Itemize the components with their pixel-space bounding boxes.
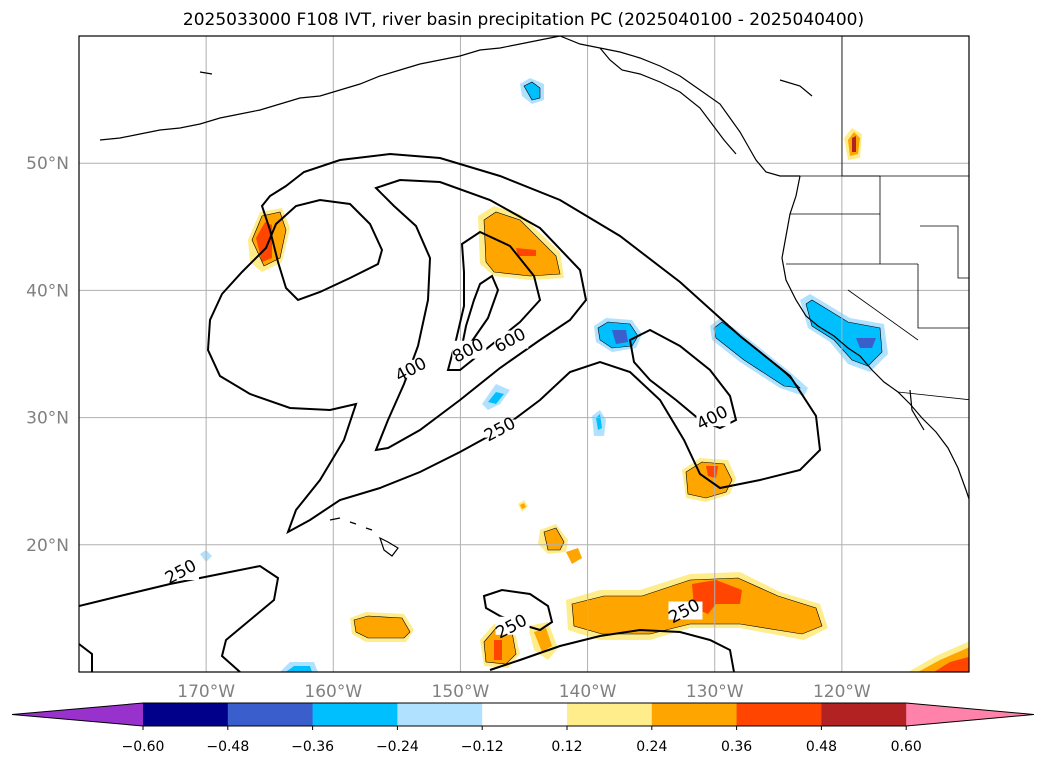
map-title: 2025033000 F108 IVT, river basin precipi… xyxy=(182,10,865,30)
coastlines xyxy=(99,36,969,557)
lat-tick-label: 30°N xyxy=(26,409,69,429)
contour-label: 250 xyxy=(481,413,519,446)
lon-tick-label: 160°W xyxy=(304,682,362,702)
lat-tick-label: 40°N xyxy=(26,281,69,301)
contour-label-bg xyxy=(164,562,199,581)
contour-label: 400 xyxy=(392,354,430,387)
colorbar-tick-label: 0.24 xyxy=(636,739,667,755)
colorbar-segment xyxy=(397,703,483,726)
colorbar-segment xyxy=(567,703,653,726)
colorbar-tick-label: −0.24 xyxy=(376,739,419,755)
contour-label-bg xyxy=(668,601,703,620)
colorbar-segment xyxy=(651,703,738,726)
lat-tick-label: 20°N xyxy=(26,536,69,556)
colorbar-tick-label: 0.36 xyxy=(721,739,752,755)
political-borders xyxy=(786,36,969,401)
contour-label: 250 xyxy=(162,556,200,589)
contour-label-bg xyxy=(484,419,519,438)
contour-label-bg xyxy=(395,359,430,378)
contour-label-bg xyxy=(696,408,731,427)
lon-tick-label: 170°W xyxy=(177,682,235,702)
colorbar-tick-label: 0.60 xyxy=(891,739,922,755)
colorbar-extend-high xyxy=(906,703,1034,726)
colorbar-tick-label: 0.12 xyxy=(551,739,582,755)
colorbar-segment xyxy=(227,703,314,726)
colorbar-segment xyxy=(482,703,568,726)
colorbar-segment xyxy=(821,703,907,726)
colorbar-segment xyxy=(143,703,229,726)
precip-negative-shading xyxy=(200,78,888,672)
lon-tick-label: 150°W xyxy=(432,682,490,702)
colorbar-segment xyxy=(312,703,398,726)
contour-label-bg xyxy=(494,330,529,349)
lat-tick-label: 50°N xyxy=(26,154,69,174)
colorbar-tick-label: −0.48 xyxy=(206,739,249,755)
contour-label-bg xyxy=(495,616,530,635)
contour-label-bg xyxy=(452,340,487,359)
graticule xyxy=(79,36,969,672)
lon-tick-label: 130°W xyxy=(686,682,744,702)
colorbar-tick-label: −0.60 xyxy=(122,739,165,755)
colorbar xyxy=(11,702,1035,727)
colorbar-tick-labels: −0.60 −0.48 −0.36 −0.24 −0.12 0.12 0.24 0.36 0.4… xyxy=(122,726,922,755)
colorbar-extend-low xyxy=(12,703,143,726)
longitude-labels: 170°W 160°W 150°W 140°W 130°W 120°W xyxy=(177,682,871,702)
colorbar-tick-label: −0.12 xyxy=(461,739,504,755)
colorbar-segment xyxy=(736,703,822,726)
contour-label: 400 xyxy=(693,402,731,435)
colorbar-tick-label: 0.48 xyxy=(806,739,837,755)
colorbar-tick-label: −0.36 xyxy=(291,739,334,755)
lon-tick-label: 120°W xyxy=(813,682,871,702)
latitude-labels: 20°N 30°N 40°N 50°N xyxy=(26,154,69,556)
map-frame xyxy=(78,35,970,673)
lon-tick-label: 140°W xyxy=(559,682,617,702)
